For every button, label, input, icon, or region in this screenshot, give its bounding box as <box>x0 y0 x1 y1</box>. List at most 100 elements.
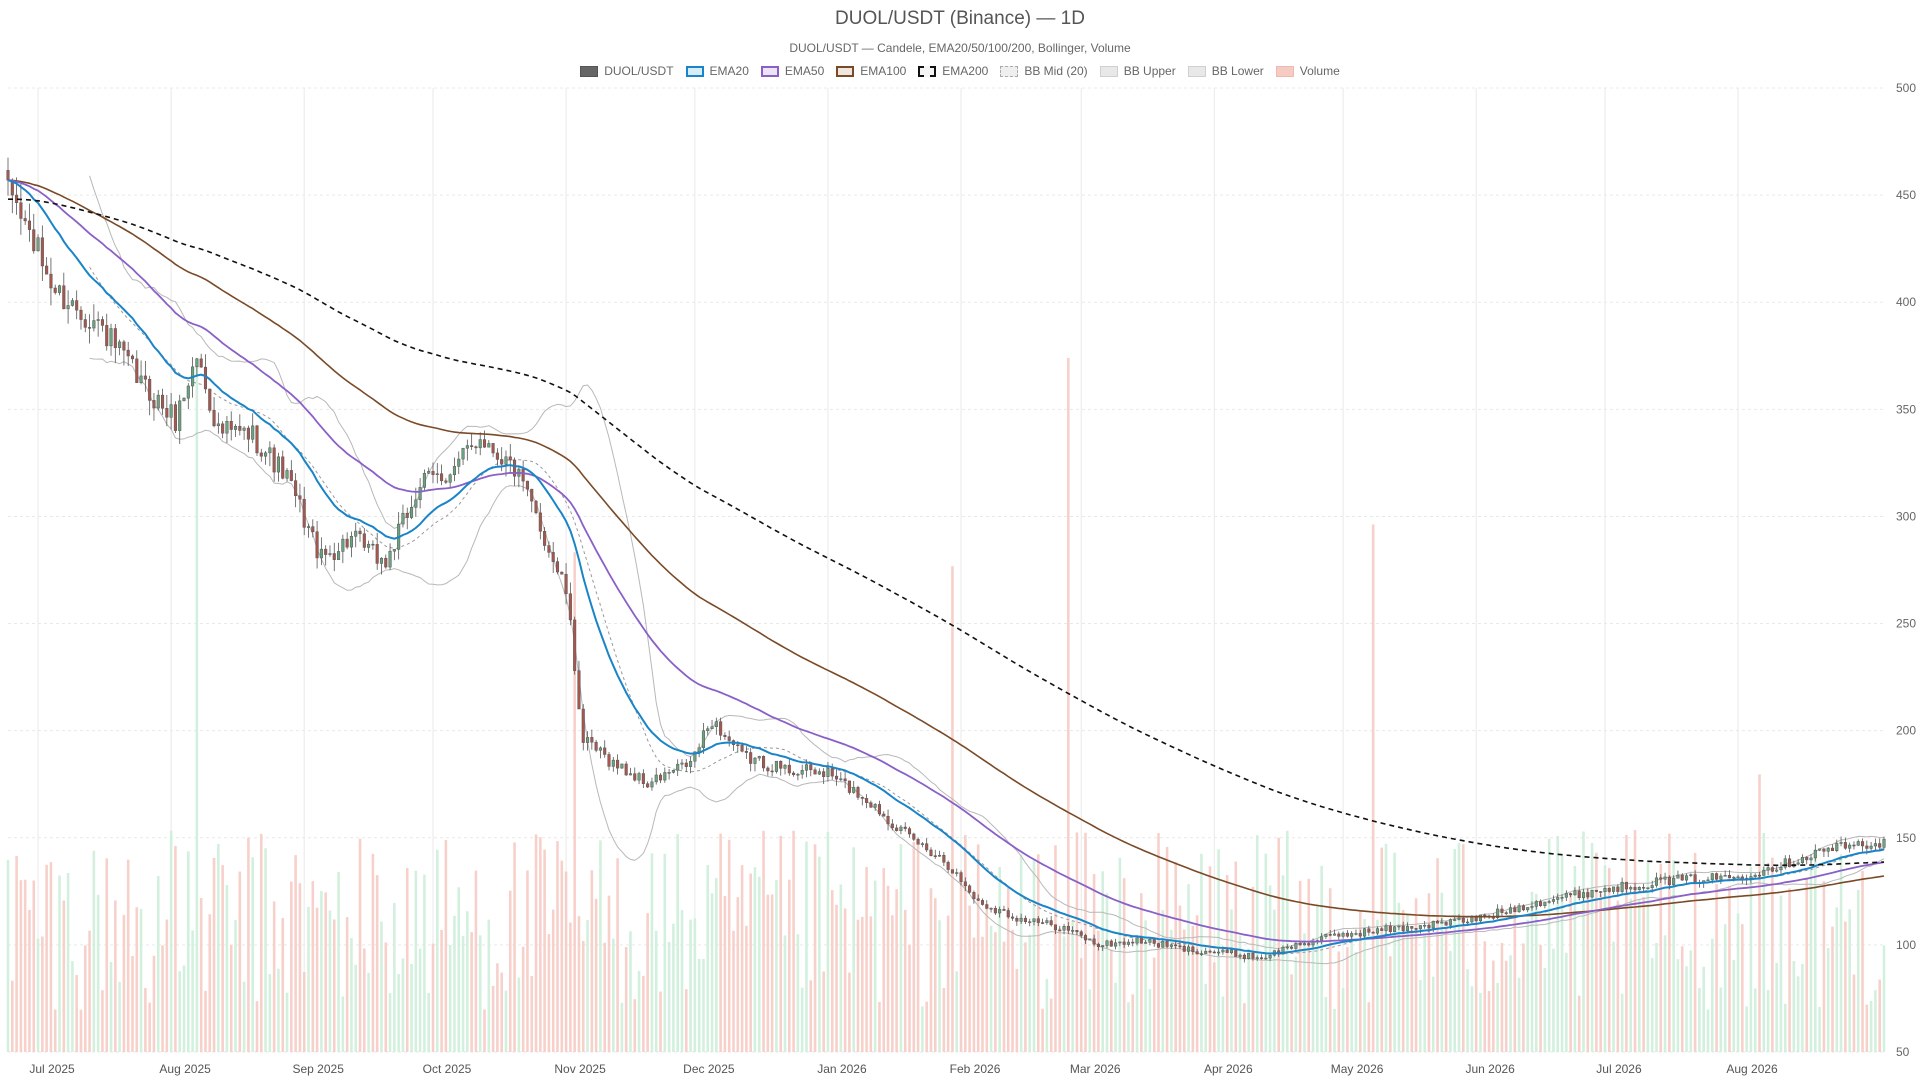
volume-bar <box>633 999 637 1052</box>
volume-bar <box>646 913 649 1052</box>
candle <box>508 444 512 473</box>
volume-bar <box>938 920 941 1052</box>
candle <box>543 527 547 551</box>
candle <box>1285 944 1289 950</box>
candle-body <box>865 798 869 803</box>
candle-body <box>1053 924 1058 931</box>
legend-item-4[interactable]: EMA200 <box>918 64 988 78</box>
candle-body <box>130 355 135 360</box>
volume-bar <box>1766 990 1770 1052</box>
candle <box>1195 948 1199 955</box>
candle-body <box>998 909 1002 914</box>
volume-bar <box>1753 988 1757 1052</box>
volume-bar <box>19 880 23 1052</box>
candle <box>422 469 426 491</box>
legend-item-5[interactable]: BB Mid (20) <box>1000 64 1088 78</box>
volume-bar <box>1775 962 1778 1052</box>
volume-bar <box>1844 921 1847 1052</box>
candle <box>1019 913 1023 924</box>
volume-bar <box>363 948 366 1052</box>
candle <box>933 849 937 859</box>
candle <box>1088 938 1092 941</box>
candle <box>534 500 538 515</box>
candle-body <box>1332 933 1337 936</box>
candle <box>641 769 645 789</box>
candle <box>744 746 748 759</box>
candle-body <box>414 499 418 508</box>
candle <box>126 341 130 367</box>
candle-body <box>680 762 684 765</box>
volume-bar <box>375 875 379 1052</box>
candle-body <box>993 907 997 914</box>
candle-body <box>783 764 787 769</box>
candle-body <box>302 498 306 528</box>
volume-bar <box>6 859 10 1052</box>
candle-body <box>225 421 229 434</box>
candle-body <box>1543 901 1547 906</box>
candle-body <box>925 843 929 851</box>
candle <box>251 413 255 444</box>
legend-item-7[interactable]: BB Lower <box>1187 64 1264 78</box>
candle <box>847 780 851 795</box>
candle <box>912 832 916 842</box>
volume-bar <box>161 945 164 1052</box>
legend-item-8[interactable]: Volume <box>1275 64 1340 78</box>
volume-bar <box>852 847 855 1052</box>
legend-item-6[interactable]: BB Upper <box>1099 64 1176 78</box>
candle <box>882 811 886 817</box>
candle <box>560 571 564 575</box>
volume-bar <box>981 936 984 1052</box>
volume-bar <box>1148 988 1152 1052</box>
candle-body <box>57 285 62 293</box>
candle <box>1556 893 1560 904</box>
volume-bar <box>1238 935 1242 1052</box>
volume-bar <box>1071 920 1074 1052</box>
candle-body <box>938 854 942 857</box>
candle <box>186 383 190 409</box>
volume-bar <box>191 930 194 1052</box>
volume-bar <box>285 992 289 1052</box>
volume-bar <box>1363 919 1366 1052</box>
candle <box>36 234 40 252</box>
volume-bar <box>1122 878 1126 1052</box>
volume-bar <box>607 895 611 1052</box>
candle <box>1393 925 1397 933</box>
candle-body <box>530 488 534 502</box>
y-tick-label: 100 <box>1896 938 1916 952</box>
volume-bar <box>1599 893 1602 1052</box>
candle <box>1045 917 1049 925</box>
legend-item-3[interactable]: EMA100 <box>836 64 906 78</box>
volume-bar <box>1384 843 1388 1052</box>
volume-bar <box>788 879 791 1052</box>
candle <box>521 460 525 492</box>
volume-bar <box>727 839 731 1052</box>
candle <box>1096 942 1100 951</box>
candle-body <box>294 480 298 497</box>
candle <box>1062 923 1066 935</box>
candle-body <box>1642 887 1646 889</box>
candle-body <box>148 378 152 401</box>
candle <box>491 443 495 458</box>
candle-body <box>1135 937 1139 944</box>
candle <box>1075 930 1079 936</box>
legend-item-0[interactable]: DUOL/USDT <box>580 64 674 78</box>
legend-item-1[interactable]: EMA20 <box>685 64 749 78</box>
candle <box>1324 934 1328 940</box>
candle-body <box>869 802 873 808</box>
candle <box>577 660 581 710</box>
legend-label: BB Lower <box>1211 64 1264 78</box>
legend-item-2[interactable]: EMA50 <box>760 64 824 78</box>
candle-body <box>1813 850 1817 859</box>
volume-bar <box>268 974 272 1052</box>
volume-bar <box>1247 948 1250 1052</box>
candle-body <box>143 375 147 380</box>
candle <box>161 388 165 415</box>
candle <box>1508 903 1513 914</box>
volume-bar <box>1492 960 1495 1052</box>
candle <box>513 457 517 486</box>
candle <box>40 225 44 282</box>
volume-bar <box>126 859 130 1052</box>
candle <box>646 781 650 788</box>
volume-bar <box>324 892 327 1052</box>
candle-body <box>594 741 598 751</box>
